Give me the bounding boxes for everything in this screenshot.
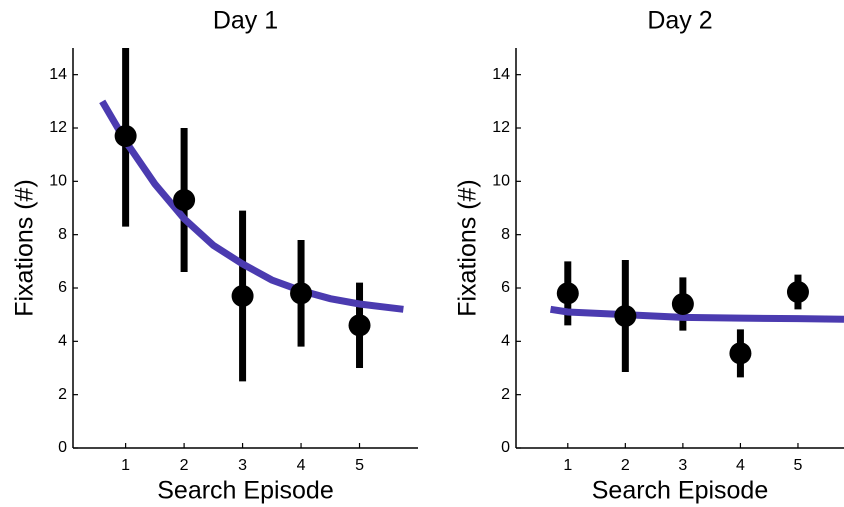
- plot-area: [99, 48, 404, 382]
- x-tick-label: 1: [121, 457, 130, 474]
- y-tick-label: 6: [501, 279, 510, 296]
- data-point: [290, 282, 313, 305]
- data-point: [614, 305, 637, 327]
- x-tick-label: 3: [678, 457, 687, 474]
- x-tick-label: 2: [621, 457, 630, 474]
- x-tick-label: 2: [180, 457, 189, 474]
- plot-area: [549, 260, 844, 378]
- data-point: [114, 125, 137, 147]
- y-tick-label: 14: [49, 66, 67, 83]
- x-tick-label: 5: [794, 457, 803, 474]
- y-tick-label: 8: [58, 226, 67, 243]
- panel: Day 2 Search Episode Fixations (#) 0 2 4 6 8 10 1…: [454, 7, 844, 505]
- x-tick-label: 3: [238, 457, 247, 474]
- data-point: [729, 342, 752, 365]
- x-tick-label: 1: [563, 457, 572, 474]
- panel: Day 1 Search Episode Fixations (#) 0 2 4 6 8 10 1…: [11, 7, 418, 505]
- y-tick-label: 0: [501, 439, 510, 456]
- y-tick-label: 4: [501, 333, 510, 350]
- x-tick-label: 4: [297, 457, 306, 474]
- data-point: [556, 282, 579, 305]
- y-axis-label: Fixations (#): [11, 179, 39, 317]
- y-tick-label: 2: [501, 386, 510, 403]
- y-tick-label: 12: [492, 119, 510, 136]
- x-tick-label: 4: [736, 457, 745, 474]
- chart-title: Day 1: [213, 7, 278, 35]
- data-point: [231, 285, 254, 307]
- x-axis-label: Search Episode: [157, 477, 334, 505]
- y-tick-label: 2: [58, 386, 67, 403]
- y-tick-label: 12: [49, 119, 67, 136]
- data-point: [173, 189, 196, 211]
- data-point: [671, 293, 694, 315]
- fit-line: [99, 99, 404, 313]
- fit-line: [549, 305, 844, 323]
- x-tick-label: 5: [355, 457, 364, 474]
- y-tick-label: 6: [58, 279, 67, 296]
- chart-title: Day 2: [647, 7, 712, 35]
- y-tick-label: 10: [492, 173, 510, 190]
- y-tick-label: 0: [58, 439, 67, 456]
- data-point: [786, 281, 809, 303]
- y-tick-label: 4: [58, 333, 67, 350]
- y-axis-label: Fixations (#): [454, 179, 482, 317]
- y-tick-label: 10: [49, 173, 67, 190]
- y-tick-label: 8: [501, 226, 510, 243]
- x-axis-label: Search Episode: [592, 477, 769, 505]
- y-tick-label: 14: [492, 66, 510, 83]
- data-point: [348, 314, 371, 337]
